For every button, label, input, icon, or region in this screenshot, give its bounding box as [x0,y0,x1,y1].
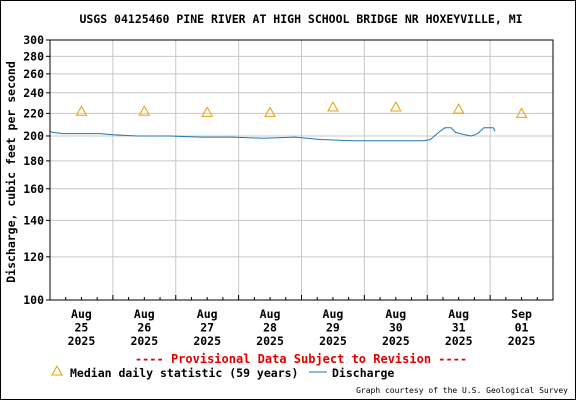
x-tick-label: 2025 [382,334,410,348]
x-tick-label: 2025 [508,334,536,348]
y-tick-label: 260 [23,67,44,81]
grid [50,39,553,301]
x-tick-label: Aug [71,307,92,321]
legend-discharge-label: Discharge [332,366,394,380]
x-axis-ticks: Aug252025Aug262025Aug272025Aug282025Aug2… [49,295,554,348]
y-tick-label: 140 [23,213,44,227]
median-marker [389,101,402,112]
median-marker [452,103,465,114]
median-marker [327,101,339,112]
credit-text: Graph courtesy of the U.S. Geological Su… [356,386,568,395]
median-marker [75,105,88,116]
y-tick-label: 300 [23,33,44,47]
x-tick-label: 26 [137,321,151,335]
y-tick-label: 180 [23,154,44,168]
x-tick-label: 30 [389,321,403,335]
y-tick-label: 100 [23,293,44,307]
median-marker [264,106,276,117]
x-tick-label: 28 [263,321,277,335]
legend: Median daily statistic (59 years) Discha… [51,364,394,380]
x-tick-label: 29 [326,321,340,335]
x-tick-label: 2025 [130,334,158,348]
y-axis-ticks: 100 120 140 160 180 200 220 240 260 280 300 [23,33,50,307]
legend-median-label: Median daily statistic (59 years) [70,366,298,380]
x-tick-label: 2025 [68,334,96,348]
y-tick-label: 160 [23,182,44,196]
x-tick-label: Aug [197,307,218,321]
median-marker [515,107,528,118]
median-marker [138,105,151,116]
x-tick-label: 27 [200,321,214,335]
x-tick-label: Aug [260,307,281,321]
y-tick-label: 200 [23,129,44,143]
x-tick-label: 2025 [256,334,284,348]
x-tick-label: Sep [511,307,532,321]
x-tick-label: Aug [134,307,155,321]
chart-title: USGS 04125460 PINE RIVER AT HIGH SCHOOL … [79,12,522,26]
plot-area [49,39,554,301]
x-tick-label: 01 [515,321,529,335]
y-tick-label: 280 [23,49,44,63]
series [49,101,528,142]
y-tick-label: 120 [23,250,44,264]
legend-median-marker [51,364,63,376]
y-tick-label: 240 [23,86,44,100]
x-tick-label: 2025 [445,334,473,348]
y-axis-label: Discharge, cubic feet per second [4,61,18,283]
y-tick-label: 220 [23,106,44,120]
x-tick-label: Aug [323,307,344,321]
median-marker [201,106,214,117]
x-tick-label: 2025 [193,334,221,348]
x-tick-label: 2025 [319,334,347,348]
discharge-line [49,127,496,142]
x-tick-label: Aug [448,307,469,321]
x-tick-label: 25 [75,321,89,335]
x-tick-label: Aug [385,307,406,321]
x-tick-label: 31 [452,321,466,335]
provisional-note: ---- Provisional Data Subject to Revisio… [135,352,467,366]
